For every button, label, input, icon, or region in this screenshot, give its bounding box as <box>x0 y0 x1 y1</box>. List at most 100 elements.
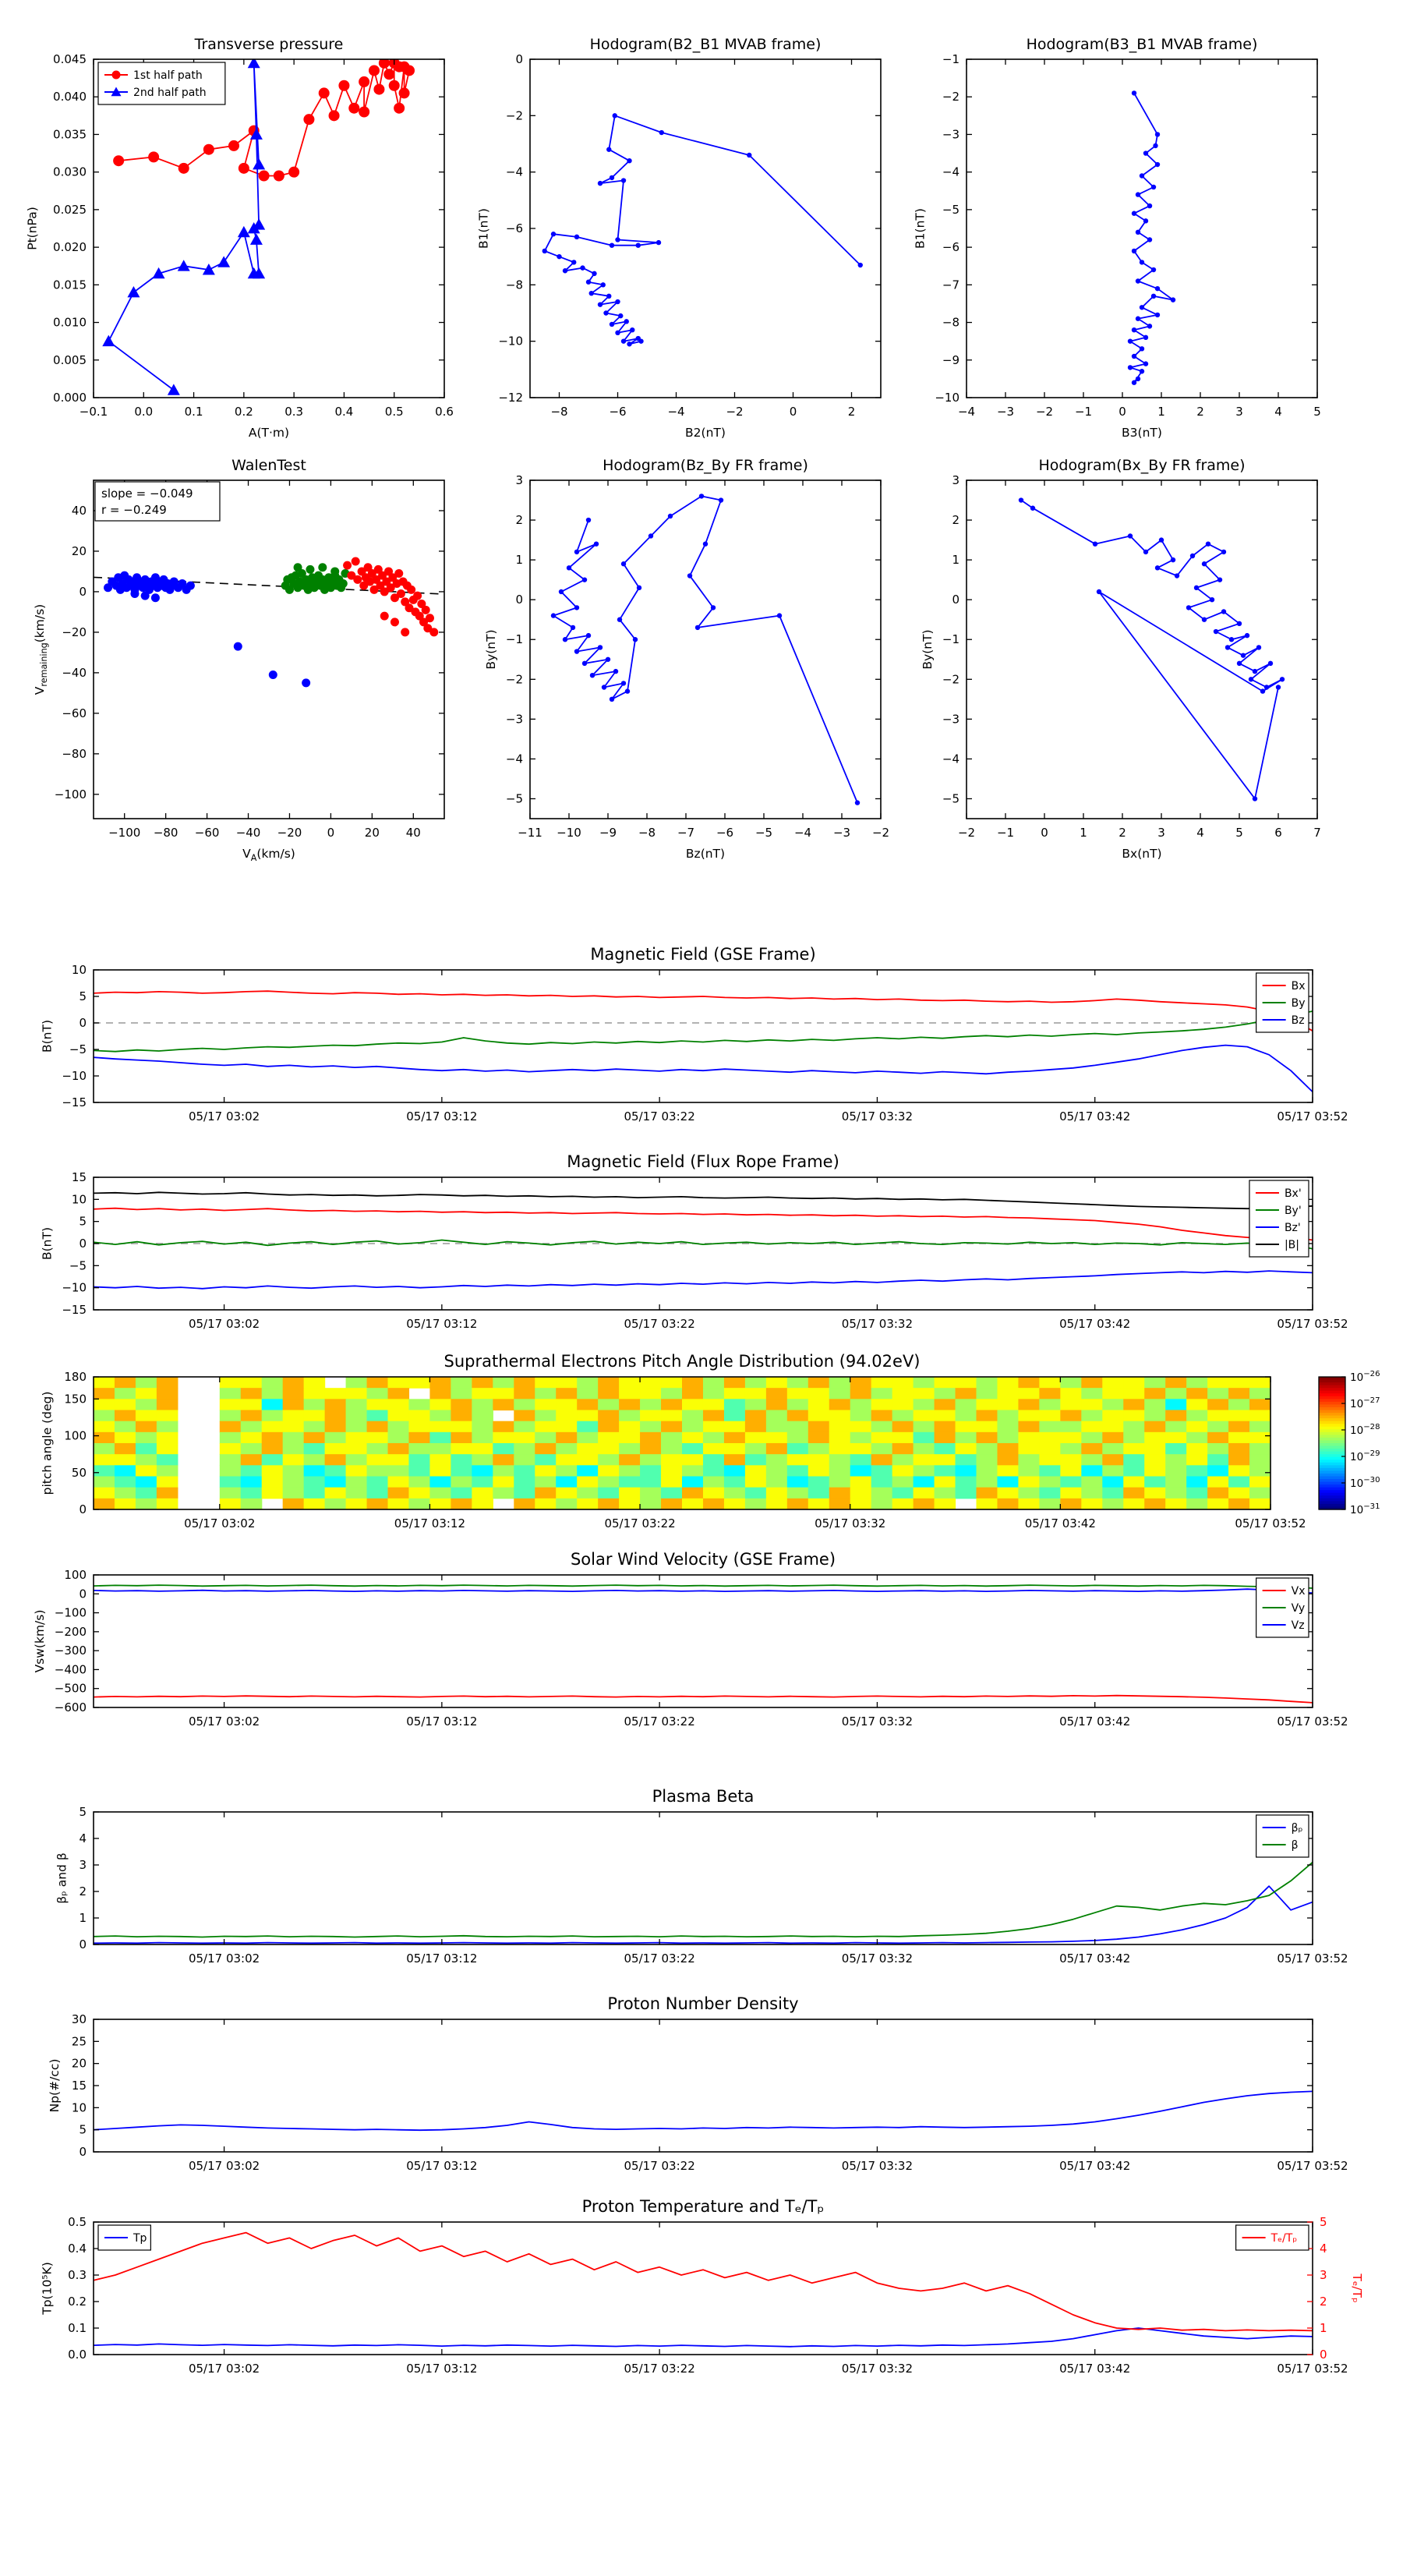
svg-text:10: 10 <box>72 963 87 977</box>
legend: Bx' By' Bz' |B| <box>1249 1180 1309 1258</box>
svg-text:−10: −10 <box>62 1281 87 1295</box>
axes-frame <box>93 2019 1313 2153</box>
svg-text:0: 0 <box>79 1237 87 1251</box>
svg-text:−5: −5 <box>506 791 523 805</box>
svg-text:0: 0 <box>327 826 335 840</box>
svg-text:4: 4 <box>1320 2242 1327 2256</box>
svg-text:15: 15 <box>72 1170 87 1184</box>
series-Bz <box>94 1044 1313 1093</box>
svg-text:0.2: 0.2 <box>235 405 253 419</box>
svg-text:Vz: Vz <box>1292 1619 1305 1632</box>
svg-text:2: 2 <box>1320 2295 1327 2309</box>
panel-electron-pad: 05/17 03:02 05/17 03:12 05/17 03:22 05/17 0… <box>41 1352 1380 1530</box>
svg-text:0: 0 <box>79 585 87 599</box>
svg-text:−8: −8 <box>638 826 656 840</box>
panel-title: Proton Temperature and Tₑ/Tₚ <box>582 2197 825 2216</box>
panel-title: Suprathermal Electrons Pitch Angle Distr… <box>444 1352 921 1371</box>
panel-title: Hodogram(Bz_By FR frame) <box>603 457 808 474</box>
svg-text:2: 2 <box>848 405 856 419</box>
svg-text:05/17 03:52: 05/17 03:52 <box>1235 1516 1306 1530</box>
svg-text:−6: −6 <box>716 826 733 840</box>
svg-text:50: 50 <box>72 1466 87 1480</box>
series-Tp <box>94 2327 1313 2348</box>
svg-text:05/17 03:32: 05/17 03:32 <box>842 1317 913 1331</box>
svg-text:1: 1 <box>1157 405 1165 419</box>
svg-text:−8: −8 <box>942 316 959 330</box>
axes-ticks: 05/17 03:02 05/17 03:12 05/17 03:22 05/17 0… <box>79 1805 1348 1966</box>
svg-text:−12: −12 <box>498 391 523 405</box>
panel-title: Proton Number Density <box>607 1994 798 2013</box>
svg-text:40: 40 <box>406 826 421 840</box>
x-axis-label: VA(km/s) <box>242 847 295 863</box>
svg-text:20: 20 <box>72 544 87 558</box>
svg-text:6: 6 <box>1274 826 1282 840</box>
series-beta_p <box>94 1885 1313 1944</box>
svg-text:−80: −80 <box>154 826 178 840</box>
svg-text:−7: −7 <box>677 826 694 840</box>
svg-text:10−26: 10−26 <box>1350 1370 1380 1384</box>
svg-text:−4: −4 <box>942 165 959 179</box>
svg-text:05/17 03:02: 05/17 03:02 <box>189 1714 260 1729</box>
panel-title: Magnetic Field (Flux Rope Frame) <box>567 1152 839 1171</box>
svg-text:3: 3 <box>79 1858 87 1872</box>
svg-text:−6: −6 <box>609 405 626 419</box>
svg-text:1: 1 <box>515 553 523 567</box>
svg-text:10: 10 <box>72 2100 87 2114</box>
legend: 1st half path 2nd half path <box>97 62 226 105</box>
svg-text:−1: −1 <box>506 632 523 646</box>
legend: Vx Vy Vz <box>1256 1577 1309 1638</box>
svg-text:−60: −60 <box>62 706 87 720</box>
x-axis-label: Bx(nT) <box>1122 847 1161 861</box>
svg-text:05/17 03:12: 05/17 03:12 <box>406 2362 477 2376</box>
svg-text:−400: −400 <box>55 1662 87 1676</box>
svg-text:−300: −300 <box>55 1644 87 1658</box>
svg-text:1: 1 <box>1320 2321 1327 2335</box>
svg-text:0.020: 0.020 <box>53 240 87 254</box>
svg-text:05/17 03:12: 05/17 03:12 <box>406 2159 477 2173</box>
svg-text:−100: −100 <box>55 787 87 801</box>
svg-text:05/17 03:32: 05/17 03:32 <box>842 1714 913 1729</box>
svg-text:slope = −0.049: slope = −0.049 <box>101 487 193 501</box>
axes-ticks: 05/17 03:02 05/17 03:12 05/17 03:22 05/17 0… <box>68 2215 1348 2376</box>
svg-text:0: 0 <box>790 405 797 419</box>
svg-text:3: 3 <box>515 473 523 487</box>
svg-text:05/17 03:42: 05/17 03:42 <box>1059 1951 1130 1966</box>
svg-text:05/17 03:32: 05/17 03:32 <box>842 1951 913 1966</box>
svg-text:20: 20 <box>365 826 380 840</box>
svg-text:05/17 03:52: 05/17 03:52 <box>1277 1317 1348 1331</box>
svg-text:05/17 03:02: 05/17 03:02 <box>189 1317 260 1331</box>
axes-ticks: −2 −1 0 1 2 3 4 5 6 7 −5 −4 −3 −2 −1 0 1 2 3 <box>942 473 1321 840</box>
svg-text:−3: −3 <box>506 712 523 726</box>
series-hodogram <box>1129 92 1174 384</box>
svg-text:05/17 03:22: 05/17 03:22 <box>624 1109 695 1123</box>
svg-text:0.1: 0.1 <box>185 405 203 419</box>
legend: Bx By Bz <box>1256 972 1309 1033</box>
svg-text:1: 1 <box>79 1911 87 1925</box>
svg-text:05/17 03:12: 05/17 03:12 <box>394 1516 465 1530</box>
series-hodogram <box>1020 499 1283 800</box>
svg-text:2: 2 <box>952 513 959 527</box>
svg-text:Bz': Bz' <box>1285 1222 1301 1234</box>
x-axis-label: B2(nT) <box>685 426 726 440</box>
svg-text:−5: −5 <box>69 1258 87 1272</box>
svg-text:0: 0 <box>79 1016 87 1030</box>
panel-b-fr: 05/17 03:02 05/17 03:12 05/17 03:22 05/17 0… <box>41 1152 1348 1331</box>
svg-text:−2: −2 <box>942 672 959 686</box>
svg-text:05/17 03:02: 05/17 03:02 <box>189 2362 260 2376</box>
panel-transverse-pressure: −0.1 0.0 0.1 0.2 0.3 0.4 0.5 0.6 0.000 0.005 0.010… <box>26 36 454 440</box>
axes-frame <box>93 479 445 819</box>
y-axis-label: B(nT) <box>41 1227 55 1260</box>
y-axis-label: B1(nT) <box>914 208 928 249</box>
svg-text:0.5: 0.5 <box>385 405 404 419</box>
svg-text:0: 0 <box>515 52 523 66</box>
axes-frame <box>529 58 882 398</box>
svg-text:−20: −20 <box>277 826 302 840</box>
svg-text:5: 5 <box>1235 826 1243 840</box>
axes-frame <box>966 479 1318 819</box>
svg-text:−1: −1 <box>1075 405 1092 419</box>
annotation-box: slope = −0.049 r = −0.249 <box>94 481 221 522</box>
svg-text:100: 100 <box>64 1429 87 1443</box>
colorbar: 10−26 10−27 10−28 10−29 10−30 10−31 <box>1318 1370 1380 1516</box>
svg-text:05/17 03:42: 05/17 03:42 <box>1059 1714 1130 1729</box>
